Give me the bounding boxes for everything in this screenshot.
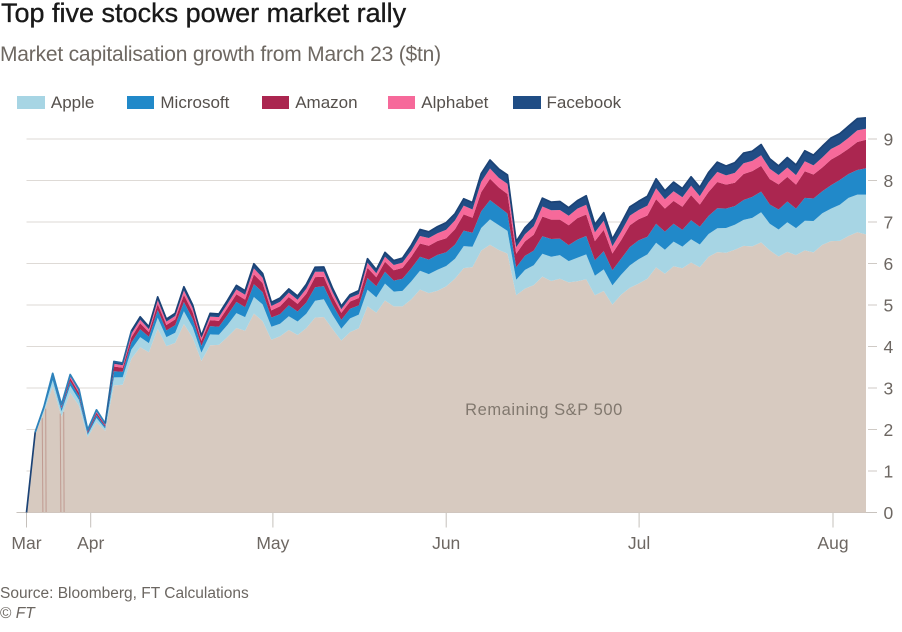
svg-text:Remaining S&P 500: Remaining S&P 500 (465, 401, 623, 419)
svg-text:Aug: Aug (817, 533, 848, 553)
svg-text:Apr: Apr (77, 533, 104, 553)
svg-text:2: 2 (884, 420, 894, 440)
svg-text:7: 7 (884, 213, 894, 233)
svg-text:3: 3 (884, 379, 894, 399)
svg-text:Jun: Jun (432, 533, 460, 553)
svg-text:5: 5 (884, 296, 894, 316)
svg-text:1: 1 (884, 462, 894, 482)
svg-text:May: May (256, 533, 289, 553)
svg-text:8: 8 (884, 171, 894, 191)
svg-text:4: 4 (884, 337, 894, 357)
svg-text:9: 9 (884, 130, 894, 150)
svg-text:0: 0 (884, 503, 894, 523)
svg-text:Mar: Mar (11, 533, 41, 553)
svg-text:Jul: Jul (628, 533, 650, 553)
svg-text:6: 6 (884, 254, 894, 274)
